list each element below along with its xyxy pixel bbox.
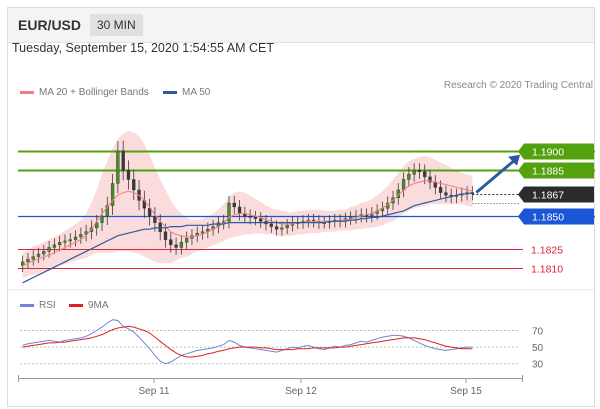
ma20-line (22, 180, 473, 267)
candle-body (401, 179, 406, 191)
candle-body (274, 226, 279, 230)
candle-body (105, 205, 109, 217)
candle-body (31, 256, 35, 260)
chart-header: EUR/USD 30 MIN (8, 8, 594, 43)
rsi-line (22, 319, 473, 365)
legend-ma20-swatch (20, 90, 34, 94)
candle-body (185, 238, 189, 243)
forecast-arrow-head (508, 154, 520, 166)
rsi-tick-30: 30 (532, 360, 544, 371)
candle-body (227, 202, 231, 222)
candle-body (158, 222, 162, 232)
candle-body (253, 217, 258, 219)
level-label-1-1810: 1.1810 (531, 264, 563, 276)
candle-body (147, 208, 152, 217)
candle-body (132, 179, 136, 191)
ma50-line (22, 192, 473, 284)
candle-body (174, 244, 178, 248)
candle-body (285, 225, 289, 229)
candle-body (423, 171, 427, 178)
legend-ma20-label: MA 20 + Bollinger Bands (39, 87, 149, 98)
legend-9ma: 9MA (69, 300, 109, 311)
level-label-1-1900: 1.1900 (532, 147, 564, 159)
timeframe-badge[interactable]: 30 MIN (90, 14, 143, 36)
candle-body (153, 215, 157, 223)
level-label-1-1825: 1.1825 (531, 245, 563, 257)
legend-rsi: RSI (20, 300, 56, 311)
candle-body (433, 181, 437, 188)
legend-ma50-label: MA 50 (182, 87, 211, 98)
candle-body (169, 239, 173, 246)
candle-body (116, 150, 120, 184)
research-credit: Research © 2020 Trading Central (443, 80, 593, 91)
candle-body (428, 176, 432, 183)
symbol-title: EUR/USD (18, 17, 82, 33)
candle-body (237, 206, 242, 214)
level-tag-pointer (518, 162, 524, 179)
candle-body (444, 192, 448, 196)
candle-body (42, 251, 46, 255)
rsi-tick-50: 50 (532, 343, 544, 354)
legend-rsi-swatch (20, 303, 34, 307)
legend-9ma-swatch (69, 303, 83, 307)
candle-body (36, 253, 41, 257)
candle-body (95, 222, 99, 229)
legend-rsi-label: RSI (39, 300, 56, 311)
level-tag-pointer (518, 143, 524, 160)
candle-body (412, 170, 416, 175)
candle-body (121, 150, 125, 171)
candle-body (126, 170, 131, 180)
level-tag-1-1850 (524, 208, 594, 225)
candle-body (232, 202, 236, 208)
candle-body (47, 247, 51, 252)
candle-body (100, 215, 104, 223)
candle-body (407, 174, 411, 180)
candle-body (79, 234, 83, 238)
level-tag-1-1900 (524, 143, 594, 160)
legend-ma50-swatch (163, 90, 177, 94)
rsi-9ma-line (22, 325, 473, 358)
candle-body (163, 231, 168, 240)
candle-body (269, 223, 273, 227)
rsi-tick-70: 70 (532, 326, 544, 337)
candle-body (259, 218, 263, 222)
current-price-label: 1.1867 (532, 190, 564, 202)
candle-body (58, 242, 62, 246)
candle-body (26, 259, 30, 263)
x-tick-label: Sep 15 (450, 386, 482, 397)
candle-body (52, 244, 57, 248)
candle-body (280, 227, 284, 230)
candle-body (110, 183, 115, 206)
chart-datetime: Tuesday, September 15, 2020 1:54:55 AM C… (12, 41, 274, 55)
candle-body (63, 240, 67, 243)
legend-9ma-label: 9MA (88, 300, 109, 311)
legend-ma20: MA 20 + Bollinger Bands (20, 87, 149, 98)
current-price-tag (524, 186, 594, 203)
current-price-pointer (518, 186, 524, 203)
forecast-arrow (475, 159, 515, 194)
level-tag-1-1885 (524, 162, 594, 179)
x-tick-label: Sep 12 (285, 386, 317, 397)
candle-body (179, 242, 184, 248)
level-label-1-1850: 1.1850 (532, 212, 564, 224)
bollinger-band (22, 131, 473, 279)
candle-body (248, 215, 252, 218)
candle-body (68, 239, 72, 242)
level-label-1-1885: 1.1885 (532, 166, 564, 178)
level-tag-pointer (518, 208, 524, 225)
candle-body (200, 231, 205, 234)
x-tick-label: Sep 11 (139, 386, 170, 397)
candle-body (438, 187, 443, 193)
candle-body (73, 236, 78, 240)
legend-ma50: MA 50 (163, 87, 210, 98)
candle-body (417, 170, 422, 172)
